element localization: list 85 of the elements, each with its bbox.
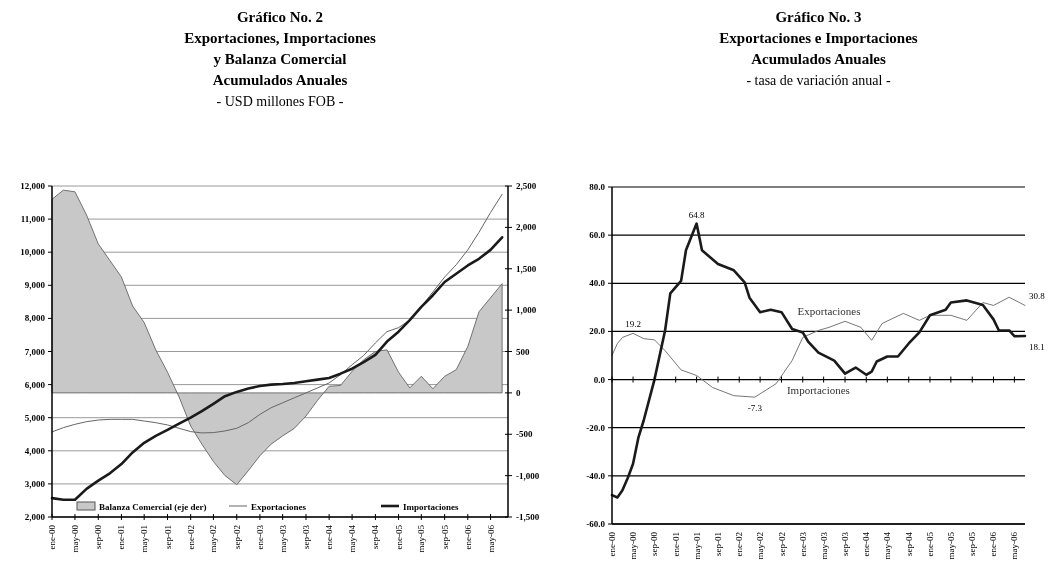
x-tick-label: sep-04 <box>903 531 914 556</box>
annotation: -7.3 <box>747 403 763 414</box>
x-tick-label: may-03 <box>818 531 829 560</box>
y-tick-label: 2,000 <box>24 512 46 522</box>
x-tick-label: sep-03 <box>840 531 851 556</box>
x-tick-label: may-05 <box>416 524 427 553</box>
y2-tick-label: 0 <box>516 387 521 398</box>
y-tick-label: 3,000 <box>24 478 46 489</box>
x-tick-label: sep-01 <box>712 532 723 556</box>
x-tick-label: may-02 <box>755 532 766 560</box>
x-tick-label: sep-04 <box>370 524 381 549</box>
y2-tick-label: 1,500 <box>516 263 537 274</box>
x-tick-label: ene-06 <box>462 524 473 550</box>
y-tick-label: 60.0 <box>589 230 606 241</box>
series-label: Importaciones <box>786 383 850 396</box>
x-tick-label: may-05 <box>945 531 956 560</box>
y2-tick-label: 1,000 <box>516 305 537 316</box>
y-tick-label: 8,000 <box>24 313 46 324</box>
x-tick-label: sep-03 <box>300 524 311 549</box>
annotation: 19.2 <box>625 319 641 330</box>
x-tick-label: may-00 <box>69 524 80 553</box>
y-tick-label: 7,000 <box>24 346 46 357</box>
line-series <box>611 296 1026 398</box>
y-tick-label: 11,000 <box>20 214 46 225</box>
x-tick-label: ene-00 <box>607 531 617 557</box>
y2-tick-label: 2,000 <box>516 222 537 233</box>
y2-tick-label: 500 <box>516 346 530 357</box>
y-tick-label: 5,000 <box>24 412 46 423</box>
x-tick-label: ene-05 <box>924 531 935 557</box>
x-tick-label: may-01 <box>139 525 150 553</box>
y2-tick-label: -1,500 <box>516 512 540 522</box>
x-tick-label: may-06 <box>485 524 496 553</box>
x-tick-label: ene-01 <box>116 525 127 550</box>
x-tick-label: ene-04 <box>861 531 872 557</box>
x-tick-label: sep-02 <box>231 525 242 549</box>
y-tick-label: 20.0 <box>589 326 606 337</box>
y-tick-label: 6,000 <box>24 379 46 390</box>
x-tick-label: ene-02 <box>185 525 196 550</box>
y2-tick-label: -500 <box>516 429 533 440</box>
x-tick-label: may-04 <box>347 524 358 553</box>
annotation: 64.8 <box>688 209 705 220</box>
chart-subtitle: - USD millones FOB - <box>216 94 344 109</box>
annotation: 18.1 <box>1029 342 1045 352</box>
x-tick-label: may-03 <box>277 524 288 553</box>
x-tick-label: sep-00 <box>649 531 660 556</box>
x-tick-label: ene-02 <box>734 532 745 557</box>
annotation: 30.8 <box>1029 291 1046 302</box>
x-tick-label: ene-05 <box>393 524 404 550</box>
x-tick-label: sep-01 <box>162 525 173 549</box>
y-tick-label: 4,000 <box>24 445 46 456</box>
y2-tick-label: 2,500 <box>516 181 537 191</box>
x-tick-label: ene-06 <box>988 531 999 557</box>
x-tick-label: ene-04 <box>324 524 335 550</box>
line-series <box>610 222 1027 499</box>
y-tick-label: 12,000 <box>20 181 46 191</box>
x-tick-label: may-02 <box>208 525 219 553</box>
x-tick-label: may-01 <box>691 532 702 560</box>
y-tick-label: 0.0 <box>593 374 606 385</box>
legend-label: Balanza Comercial (eje der) <box>99 502 207 512</box>
x-tick-label: may-04 <box>882 531 893 560</box>
y-tick-label: -60.0 <box>586 519 606 529</box>
x-tick-label: ene-03 <box>254 524 265 550</box>
x-tick-label: may-06 <box>1009 531 1020 560</box>
y-tick-label: -40.0 <box>586 470 606 481</box>
x-tick-label: sep-02 <box>776 532 787 556</box>
chart-subtitle: - tasa de variación anual - <box>746 73 891 88</box>
x-tick-label: sep-05 <box>439 524 450 549</box>
x-tick-label: sep-05 <box>967 531 978 556</box>
chart-title: Gráfico No. 3 Exportaciones e Importaciones Acumulados Anuales <box>719 9 918 67</box>
y-tick-label: 9,000 <box>24 280 46 291</box>
y-tick-label: 10,000 <box>20 247 46 258</box>
x-tick-label: ene-00 <box>47 524 57 550</box>
x-tick-label: ene-01 <box>670 532 681 557</box>
legend-label: Exportaciones <box>251 502 307 512</box>
chart-title: Gráfico No. 2 Exportaciones, Importaciones y Balanza Comercial Acumulados Anuales <box>184 9 376 88</box>
y-tick-label: -20.0 <box>586 422 606 433</box>
series-label: Exportaciones <box>797 305 861 318</box>
y-tick-label: 40.0 <box>589 278 606 289</box>
y-tick-label: 80.0 <box>589 182 606 192</box>
legend-label: Importaciones <box>403 502 459 512</box>
x-tick-label: may-00 <box>628 531 639 560</box>
x-tick-label: sep-00 <box>93 524 104 549</box>
line-series <box>51 193 503 434</box>
y2-tick-label: -1,000 <box>516 470 540 481</box>
x-tick-label: ene-03 <box>797 531 808 557</box>
